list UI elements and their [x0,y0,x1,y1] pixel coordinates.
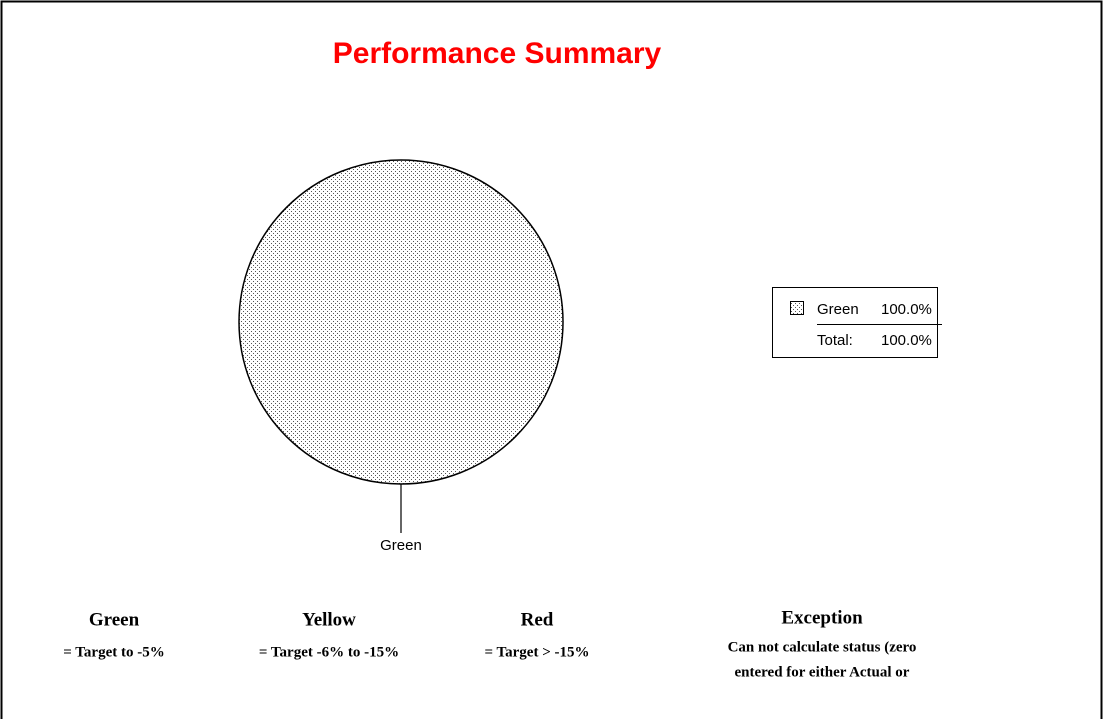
chart-title: Performance Summary [333,37,662,70]
key-name: Green [89,609,140,630]
legend-swatch [790,301,804,315]
legend: Total: 100.0% Green 100.0% [772,287,942,358]
key-name: Yellow [302,609,356,630]
status-key: Green = Target to -5% Yellow = Target -6… [63,607,916,680]
key-name: Exception [781,607,863,628]
key-desc: entered for either Actual or [735,664,910,680]
key-desc: = Target -6% to -15% [259,644,399,660]
legend-total-label: Total: [817,332,853,349]
legend-value: 100.0% [881,301,932,318]
key-name: Red [521,609,554,630]
key-desc: Can not calculate status (zero [728,639,917,655]
legend-box [772,287,938,358]
legend-total-value: 100.0% [881,332,932,349]
legend-label: Green [817,301,859,318]
slice-label: Green [380,537,422,554]
pie-slice [238,159,564,485]
key-desc: = Target > -15% [484,644,589,660]
key-desc: = Target to -5% [63,644,164,660]
